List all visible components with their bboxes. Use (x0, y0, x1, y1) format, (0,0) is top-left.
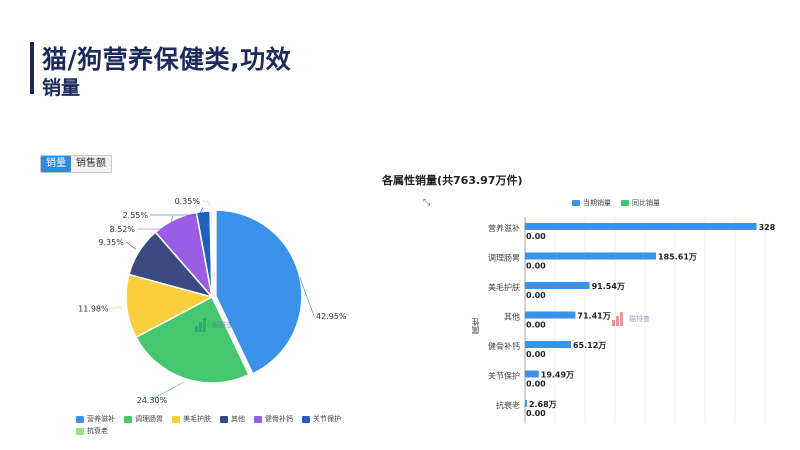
legend-label: 营养滋补 (87, 415, 115, 423)
pie-legend-item[interactable]: 抗衰老 (76, 426, 108, 436)
bar-current[interactable] (525, 341, 571, 348)
pie-slice-1[interactable] (134, 295, 250, 384)
bar-current[interactable] (525, 223, 757, 230)
pie-chart: 42.95% 24.30% 11.98% 9.35% 8.52% 2.55% 0.35% (78, 197, 347, 405)
pie-data-label: 9.35% (98, 238, 124, 247)
bar-category-label: 营养滋补 (488, 223, 520, 233)
expand-icon[interactable]: ⤡ (423, 198, 431, 208)
dst-logo-icon (195, 318, 209, 332)
watermark-text: 猫排查 (629, 314, 650, 323)
bar-legend: 当期销量 同比销量 (572, 198, 660, 208)
pie-leader-line (110, 306, 123, 309)
pie-leader-line (137, 215, 174, 230)
bar-yoy-value-label: 0.00 (526, 350, 546, 359)
pie-data-label: 42.95% (316, 312, 347, 321)
bar-value-label: 2.68万 (529, 400, 557, 409)
watermark-text: 猫排查 (212, 320, 233, 329)
pie-legend-item[interactable]: 调理肠胃 (124, 414, 163, 424)
bar-value-label: 185.61万 (658, 253, 697, 262)
bar-chart-title: 各属性销量(共763.97万件) (382, 174, 523, 187)
dst-logo-icon (612, 312, 626, 326)
bar-category-label: 关节保护 (488, 371, 520, 381)
bar-category-label: 调理肠胃 (488, 254, 520, 263)
bar-value-label: 65.12万 (573, 341, 606, 350)
pie-leader-line (150, 207, 204, 216)
pie-legend-item[interactable]: 健骨补钙 (254, 414, 293, 424)
pie-slice-2[interactable] (125, 273, 215, 339)
legend-swatch-icon (124, 415, 132, 423)
bar-current[interactable] (525, 252, 657, 260)
legend-swatch-icon (621, 200, 629, 206)
legend-label: 当期销量 (583, 199, 611, 207)
legend-label: 关节保护 (313, 415, 341, 423)
bar-value-label: 328.12万 (759, 223, 775, 232)
legend-label: 其他 (231, 415, 245, 423)
watermark: 猫排查 (195, 318, 233, 332)
bar-yoy-value-label: 0.00 (526, 291, 546, 300)
bar-yoy-value-label: 0.00 (526, 380, 546, 389)
pie-data-label: 24.30% (137, 396, 168, 405)
bar-current[interactable] (525, 282, 590, 289)
bar-value-label: 19.49万 (541, 371, 574, 380)
pie-data-label: 8.52% (110, 225, 136, 234)
legend-label: 健骨补钙 (265, 415, 293, 423)
pie-leader-line (125, 241, 136, 250)
pie-legend-item[interactable]: 关节保护 (302, 414, 341, 424)
pie-data-label: 2.55% (123, 211, 149, 220)
bar-yoy-value-label: 0.00 (526, 409, 546, 418)
pie-leader-line (299, 277, 315, 317)
bar-yoy-value-label: 0.00 (526, 232, 546, 241)
legend-label: 同比销量 (632, 199, 660, 207)
bar-current[interactable] (525, 400, 527, 407)
pie-legend-item[interactable]: 其他 (220, 414, 245, 424)
tab-sales-amount[interactable]: 销售额 (76, 158, 106, 169)
legend-label: 抗衰老 (87, 427, 108, 435)
bar-current[interactable] (525, 311, 576, 319)
pie-legend-item[interactable]: 营养滋补 (76, 414, 115, 424)
bar-value-label: 71.41万 (577, 312, 610, 321)
bar-yoy-value-label: 0.00 (526, 321, 546, 330)
bar-category-label: 健骨补钙 (488, 341, 520, 351)
legend-swatch-icon (254, 415, 262, 423)
page-subtitle: 销量 (42, 77, 81, 99)
pie-legend-item[interactable]: 美毛护肤 (172, 414, 211, 424)
legend-swatch-icon (172, 415, 180, 423)
legend-swatch-icon (76, 427, 84, 435)
title-accent-bar (30, 42, 34, 94)
bar-category-label: 美毛护肤 (488, 282, 520, 292)
watermark: 猫排查 (612, 312, 650, 326)
bar-current[interactable] (525, 370, 539, 378)
legend-swatch-icon (302, 415, 310, 423)
metric-tabs: 销量 销售额 (40, 155, 112, 173)
page-title: 猫/狗营养保健类,功效 (42, 45, 292, 74)
tab-sales-volume[interactable]: 销量 (41, 156, 71, 172)
pie-slice-6[interactable] (209, 210, 213, 298)
bar-category-label: 其他 (504, 312, 520, 322)
pie-data-label: 11.98% (78, 304, 109, 313)
legend-item-current[interactable]: 当期销量 (572, 198, 611, 208)
pie-leader-line (202, 200, 212, 208)
legend-swatch-icon (76, 415, 84, 423)
legend-swatch-icon (572, 200, 580, 206)
legend-swatch-icon (220, 415, 228, 423)
pie-slice-0[interactable] (215, 209, 303, 375)
pie-legend: 营养滋补 调理肠胃 美毛护肤 其他 健骨补钙 关节保护抗衰老 (76, 414, 376, 436)
bar-value-label: 91.54万 (592, 282, 625, 291)
pie-leader-line (149, 382, 184, 401)
legend-label: 美毛护肤 (183, 415, 211, 423)
bar-category-label: 抗衰老 (496, 400, 520, 410)
legend-item-yoy[interactable]: 同比销量 (621, 198, 660, 208)
legend-label: 调理肠胃 (135, 415, 163, 423)
pie-data-label: 0.35% (175, 197, 201, 206)
bar-yoy-value-label: 0.00 (526, 262, 546, 271)
bar-chart: 328.12万 0.00 营养滋补 185.61万 0.00 调理肠胃 91.54万 0.00… (488, 217, 775, 424)
